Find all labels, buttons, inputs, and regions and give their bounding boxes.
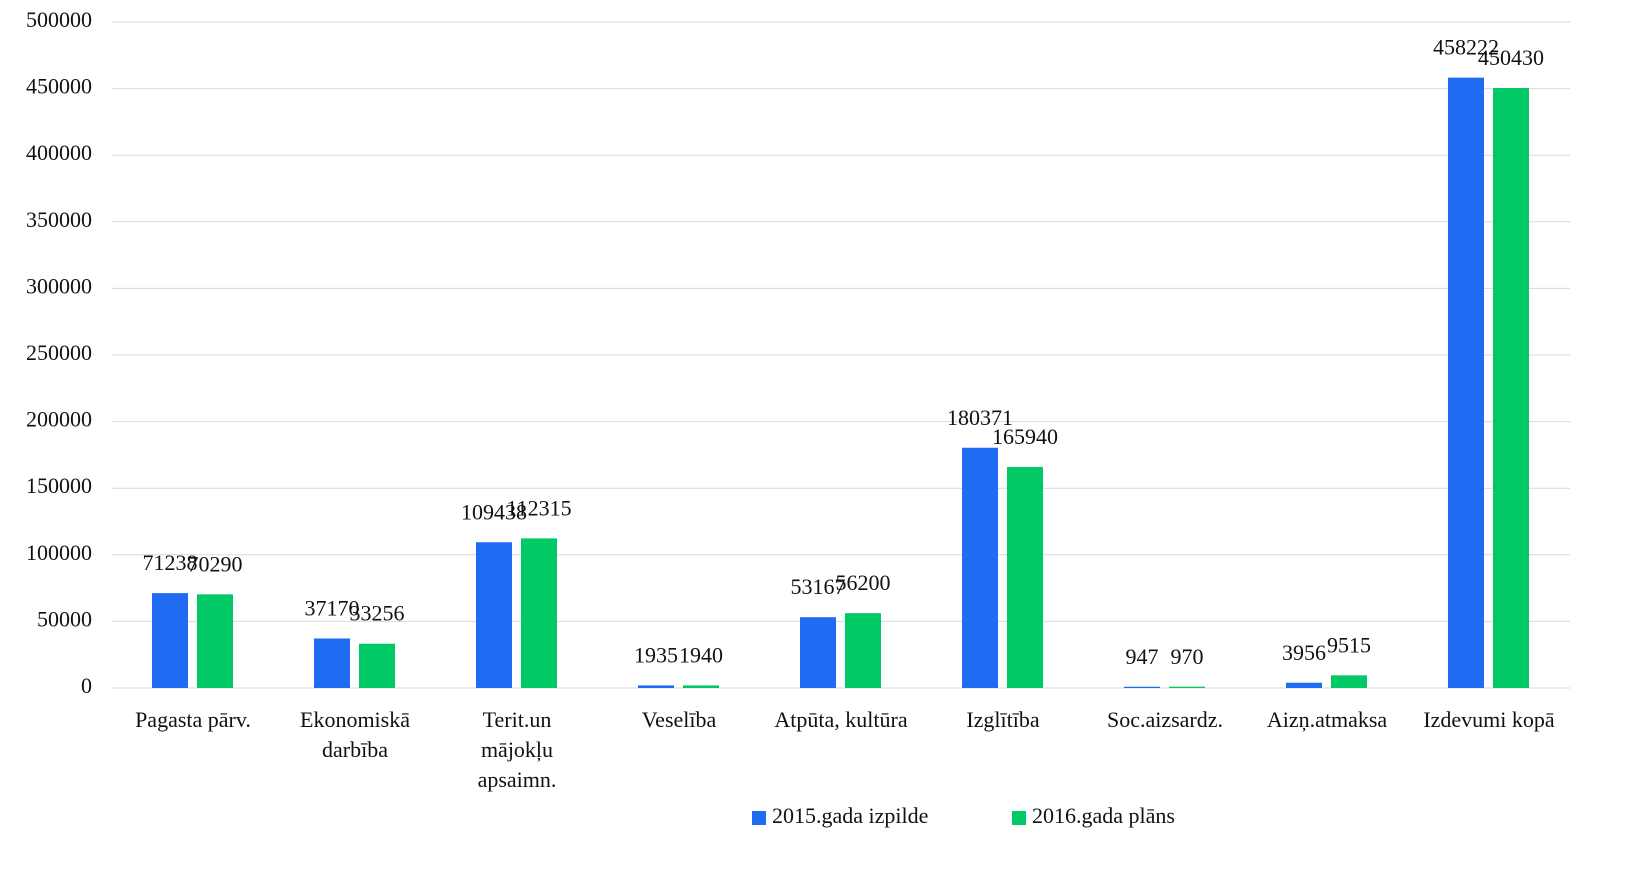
- bar: [1331, 675, 1367, 688]
- x-tick-line: Pagasta pārv.: [135, 707, 251, 732]
- legend-label: 2016.gada plāns: [1032, 803, 1175, 828]
- x-tick-label: Pagasta pārv.: [135, 707, 251, 732]
- bar: [1124, 686, 1160, 688]
- bar: [521, 538, 557, 688]
- x-tick-line: Soc.aizsardz.: [1107, 707, 1223, 732]
- x-tick-line: Ekonomiskā: [300, 707, 410, 732]
- legend-swatch: [1012, 811, 1026, 825]
- bar: [683, 685, 719, 688]
- data-label: 1935: [634, 642, 678, 667]
- data-label: 3956: [1282, 640, 1326, 665]
- bar: [1448, 77, 1484, 688]
- bar: [1007, 466, 1043, 688]
- x-tick-label: Terit.un mājokļu apsaimn.: [478, 707, 557, 792]
- x-tick-label: Izdevumi kopā: [1423, 707, 1555, 732]
- bar: [1286, 682, 1322, 688]
- data-label: 37170: [305, 596, 360, 621]
- y-tick-label: 150000: [26, 473, 92, 498]
- bar: [476, 542, 512, 688]
- data-label: 109438: [461, 499, 527, 524]
- x-tick-line: Izdevumi kopā: [1423, 707, 1555, 732]
- x-tick-line: mājokļu: [481, 737, 553, 762]
- data-label: 53167: [791, 574, 846, 599]
- data-label: 70290: [188, 551, 243, 576]
- data-label: 9515: [1327, 632, 1371, 657]
- bar: [1169, 686, 1205, 688]
- legend-swatch: [752, 811, 766, 825]
- x-tick-line: Veselība: [642, 707, 717, 732]
- y-tick-label: 450000: [26, 74, 92, 99]
- y-tick-label: 350000: [26, 207, 92, 232]
- y-tick-label: 50000: [37, 606, 92, 631]
- bar: [314, 638, 350, 688]
- x-tick-line: apsaimn.: [478, 767, 557, 792]
- x-tick-label: Atpūta, kultūra: [774, 707, 907, 732]
- y-tick-label: 0: [81, 673, 92, 698]
- bar: [197, 594, 233, 688]
- bar: [962, 447, 998, 688]
- x-tick-line: Atpūta, kultūra: [774, 707, 907, 732]
- data-label: 33256: [350, 601, 405, 626]
- data-label: 180371: [947, 405, 1013, 430]
- bar: [1493, 88, 1529, 689]
- data-label: 1940: [679, 642, 723, 667]
- x-tick-label: Soc.aizsardz.: [1107, 707, 1223, 732]
- x-tick-line: darbība: [322, 737, 388, 762]
- bar: [638, 685, 674, 688]
- x-tick-label: Ekonomiskā darbība: [300, 707, 410, 762]
- data-label: 458222: [1433, 35, 1499, 60]
- data-label: 71238: [143, 550, 198, 575]
- data-label: 165940: [992, 424, 1058, 449]
- x-tick-label: Veselība: [642, 707, 717, 732]
- y-tick-label: 400000: [26, 140, 92, 165]
- y-tick-label: 250000: [26, 340, 92, 365]
- y-tick-label: 300000: [26, 273, 92, 298]
- data-label: 56200: [836, 570, 891, 595]
- bar: [845, 613, 881, 688]
- bar: [359, 643, 395, 688]
- bar: [152, 593, 188, 688]
- x-tick-label: Aizņ.atmaksa: [1267, 707, 1388, 732]
- x-tick-line: Izglītība: [966, 707, 1040, 732]
- data-label: 970: [1171, 644, 1204, 669]
- y-tick-label: 200000: [26, 407, 92, 432]
- data-label: 947: [1126, 644, 1159, 669]
- bar: [800, 617, 836, 688]
- legend-label: 2015.gada izpilde: [772, 803, 928, 828]
- y-tick-label: 100000: [26, 540, 92, 565]
- y-tick-label: 500000: [26, 7, 92, 32]
- data-label: 450430: [1478, 45, 1544, 70]
- x-tick-line: Terit.un: [483, 707, 552, 732]
- x-tick-label: Izglītība: [966, 707, 1040, 732]
- data-label: 112315: [506, 495, 571, 520]
- x-tick-line: Aizņ.atmaksa: [1267, 707, 1388, 732]
